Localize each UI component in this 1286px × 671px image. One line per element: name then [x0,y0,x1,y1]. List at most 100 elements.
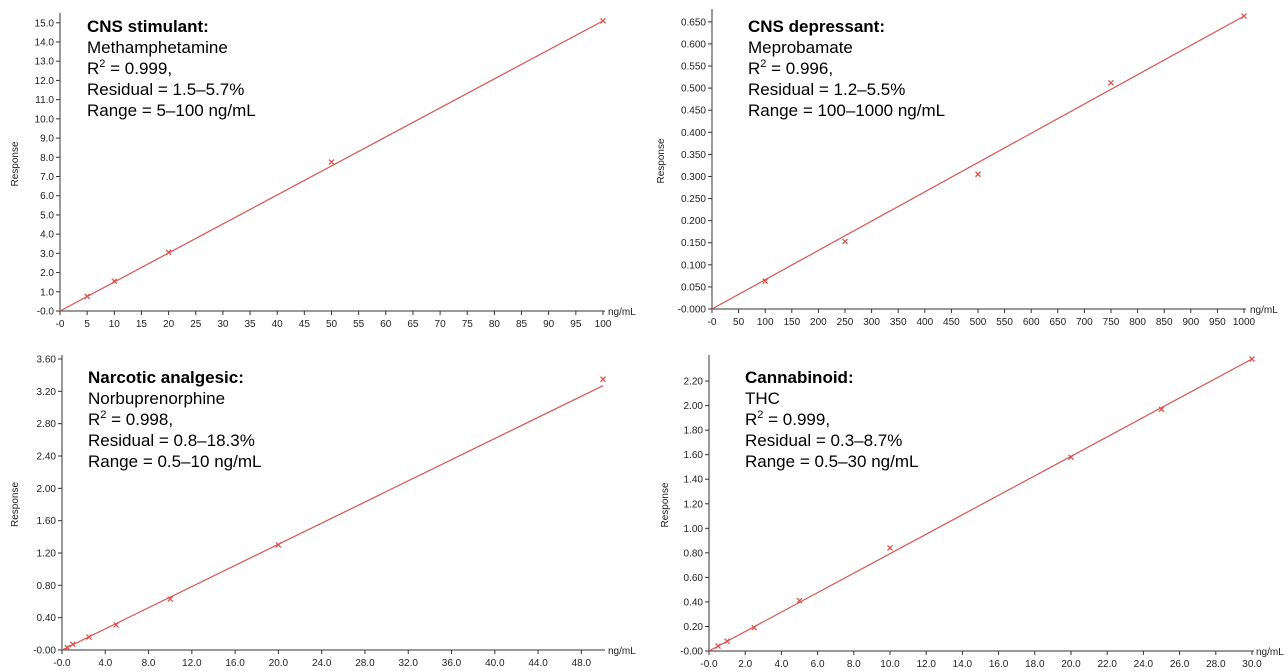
y-tick-label: 0.500 [681,84,706,95]
y-tick-label: 13.0 [35,57,55,68]
x-axis-unit: ng/mL [1250,305,1278,316]
x-tick-label: 12.0 [916,659,936,670]
x-tick-label: 60 [380,319,392,330]
y-tick-label: 6.0 [40,191,54,202]
x-tick-label: 350 [890,317,907,328]
y-tick-label: 0.350 [681,150,706,161]
data-point [600,17,606,24]
data-point [751,624,758,631]
regression-line [59,20,604,312]
y-tick-label: 0.40 [684,597,704,608]
x-tick-label: 30 [217,319,229,330]
y-tick-label: 0.400 [681,128,706,139]
x-tick-label: 48.0 [572,658,592,669]
residual-range: Residual = 0.3–8.7% [745,431,902,450]
x-tick-label: 750 [1103,317,1120,328]
y-tick-label: 1.20 [37,549,57,560]
y-tick-label: 1.80 [684,426,704,437]
y-tick-label: 1.00 [684,524,704,535]
y-tick-label: 3.0 [40,249,54,260]
y-tick-label: 0.80 [37,581,57,592]
data-point [724,638,731,645]
y-tick-label: -0.000 [678,305,707,316]
y-tick-label: 1.20 [684,499,704,510]
y-tick-label: 3.60 [37,355,57,366]
y-tick-label: 0.200 [681,216,706,227]
y-tick-label: 0.550 [681,62,706,73]
data-point [600,376,606,383]
x-tick-label: 36.0 [442,658,462,669]
x-tick-label: 800 [1129,317,1146,328]
x-tick-label: 950 [1209,317,1226,328]
regression-line [61,385,604,651]
y-tick-label: 11.0 [35,95,54,106]
y-tick-label: 0.650 [681,17,706,28]
x-tick-label: 650 [1049,317,1066,328]
x-tick-label: 2.0 [738,659,752,670]
data-point [165,249,172,256]
y-tick-label: 2.20 [684,377,704,388]
y-tick-label: 0.80 [684,548,704,559]
x-tick-label: 20.0 [269,658,289,669]
data-point [1241,13,1247,20]
x-tick-label: 18.0 [1025,659,1045,670]
x-tick-label: 26.0 [1170,659,1190,670]
y-tick-label: 2.0 [40,268,54,279]
data-point [84,293,91,300]
calibration-range: Range = 5–100 ng/mL [87,101,256,120]
x-tick-label: 28.0 [1206,659,1226,670]
y-tick-label: 0.20 [684,622,704,633]
x-tick-label: -0.0 [700,659,718,670]
r-squared: R2 = 0.996, [748,58,833,78]
x-tick-label: 850 [1156,317,1173,328]
x-tick-label: 10.0 [880,659,900,670]
x-tick-label: 24.0 [312,658,332,669]
x-tick-label: 16.0 [225,658,245,669]
y-tick-label: -0.00 [680,647,703,658]
y-tick-label: 1.60 [37,516,57,527]
x-tick-label: -0 [56,319,65,330]
data-point [762,278,769,285]
data-point [275,541,282,548]
x-axis-unit: ng/mL [608,646,636,657]
x-tick-label: 1000 [1233,317,1256,328]
calibration-range: Range = 0.5–10 ng/mL [88,452,261,471]
y-tick-label: 0.60 [684,573,704,584]
x-tick-label: 24.0 [1134,659,1154,670]
y-tick-label: 10.0 [35,114,55,125]
x-tick-label: 85 [516,319,528,330]
y-tick-label: 0.40 [37,613,57,624]
x-tick-label: 50 [733,317,745,328]
y-axis-label: Response [660,482,671,527]
data-point [64,644,71,651]
data-point [887,544,893,551]
chart-panel-4: -0.00 0.20 0.40 0.60 0.80 1.00 1.20 1.40 1.60 1.8… [660,355,1284,670]
residual-range: Residual = 0.8–18.3% [88,431,255,450]
data-point [1158,406,1165,413]
x-tick-label: 35 [244,319,256,330]
data-point [715,643,722,650]
y-tick-label: 14.0 [35,37,55,48]
compound-name: Methamphetamine [87,38,228,57]
panel-title: Cannabinoid: [745,368,854,387]
x-tick-label: 16.0 [989,659,1009,670]
x-tick-label: 10 [109,319,121,330]
x-tick-label: 900 [1182,317,1199,328]
x-tick-label: 14.0 [953,659,973,670]
data-point [796,597,803,604]
data-point [111,278,118,285]
x-tick-label: 200 [810,317,827,328]
data-point [1068,454,1074,461]
x-tick-label: 45 [299,319,311,330]
y-axis-label: Response [10,482,21,527]
x-tick-label: 32.0 [399,658,419,669]
x-tick-label: 5 [84,319,90,330]
x-axis-unit: ng/mL [608,307,636,318]
x-tick-label: 20 [163,319,175,330]
y-tick-label: 0.100 [681,260,706,271]
y-tick-label: 2.40 [37,452,57,463]
x-tick-label: 300 [863,317,880,328]
y-tick-label: 2.00 [684,401,704,412]
data-point [167,596,174,603]
